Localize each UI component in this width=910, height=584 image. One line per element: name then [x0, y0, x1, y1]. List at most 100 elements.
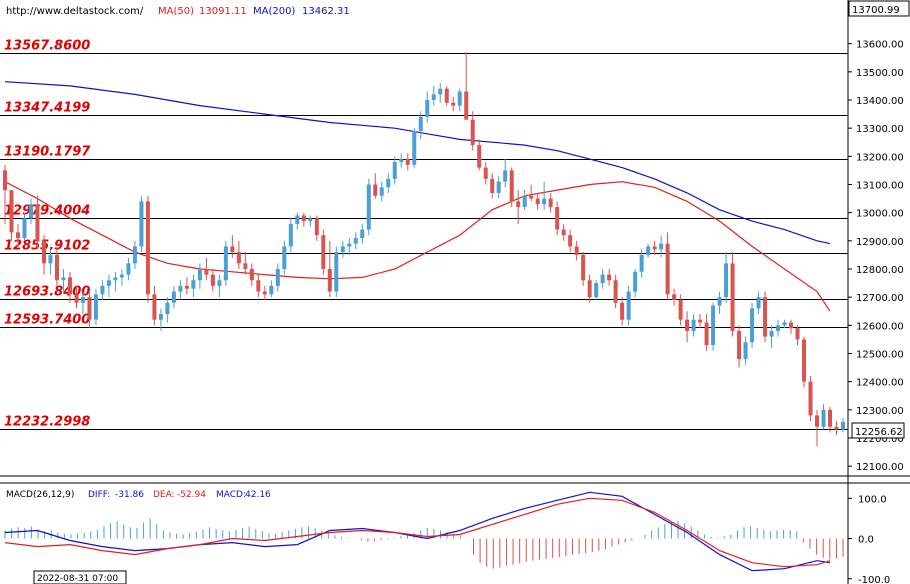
current-price-label: 12256.62: [855, 427, 903, 438]
candle-body: [184, 285, 189, 289]
macd-macd-value: 42.16: [245, 490, 271, 500]
candle-body: [808, 381, 813, 416]
candle-body: [620, 302, 625, 320]
candle-body: [126, 263, 131, 275]
candle-body: [347, 243, 352, 247]
candle-body: [22, 218, 27, 238]
date-box: [33, 570, 127, 584]
candle-body: [444, 88, 449, 103]
candle-body: [360, 229, 365, 238]
candle-body: [503, 170, 508, 182]
candle-body: [152, 294, 157, 320]
candle-body: [561, 229, 566, 236]
macd-tick-label: -100.0: [858, 575, 890, 584]
ma200-line: [4, 81, 831, 245]
candle-body: [145, 201, 150, 295]
candle-body: [119, 274, 124, 278]
price-tick-label: 13000.00: [856, 209, 904, 220]
candle-body: [821, 409, 826, 427]
candle-body: [48, 254, 53, 264]
candle-body: [282, 246, 287, 269]
candle-body: [613, 280, 618, 303]
candle-body: [327, 268, 332, 292]
candle-body: [834, 426, 839, 430]
candle-body: [516, 201, 521, 208]
price-tick-label: 13200.00: [856, 152, 904, 163]
level-label: 13347.4199: [4, 101, 90, 116]
candle-body: [776, 325, 781, 331]
level-label: 12855.9102: [4, 239, 90, 254]
price-tick-label: 12800.00: [856, 265, 904, 276]
candle-body: [496, 181, 501, 193]
candle-body: [815, 415, 820, 427]
price-tick-label: 12500.00: [856, 349, 904, 360]
candle-body: [314, 218, 319, 236]
candle-body: [191, 280, 196, 289]
candle-body: [587, 280, 592, 298]
candle-body: [80, 297, 85, 303]
price-tick-label: 12700.00: [856, 293, 904, 304]
candle-body: [165, 302, 170, 315]
candle-body: [737, 330, 742, 360]
price-tick-label: 13600.00: [856, 40, 904, 51]
candle-body: [483, 167, 488, 179]
price-tick-label: 12200.00: [856, 434, 904, 445]
candle-body: [139, 201, 144, 247]
candle-body: [464, 91, 469, 120]
level-label: 12593.7400: [4, 313, 90, 328]
candle-body: [750, 308, 755, 343]
candle-body: [217, 280, 222, 286]
price-axis: 12100.00 12200.00 12300.00 12400.00 12500.00…: [848, 40, 904, 473]
candle-body: [256, 280, 261, 292]
candle-body: [373, 184, 378, 196]
candle-body: [665, 243, 670, 295]
candle-body: [490, 178, 495, 193]
candle-body: [451, 102, 456, 106]
top-price-box: [848, 0, 910, 17]
candle-body: [204, 268, 209, 275]
current-price-box: [851, 422, 905, 439]
candle-body: [93, 294, 98, 320]
price-tick-label: 12100.00: [856, 462, 904, 473]
price-tick-label: 12600.00: [856, 321, 904, 332]
candle-body: [210, 274, 215, 286]
candle-body: [795, 328, 800, 340]
candle-body: [548, 198, 553, 208]
candle-body: [340, 246, 345, 253]
candle-body: [132, 246, 137, 264]
candle-body: [646, 246, 651, 255]
candle-body: [704, 322, 709, 346]
macd-lines: [4, 491, 831, 572]
macd-histogram: [4, 518, 844, 569]
candle-body: [74, 294, 79, 303]
candle-body: [379, 187, 384, 196]
macd-dea-value: -52.94: [177, 490, 206, 500]
candle-body: [54, 254, 59, 281]
candle-body: [295, 215, 300, 224]
candle-body: [236, 252, 241, 264]
candle-body: [288, 223, 293, 247]
candle-body: [509, 170, 514, 202]
candle-body: [678, 299, 683, 320]
candle-body: [321, 235, 326, 269]
candle-body: [522, 195, 527, 208]
candle-body: [841, 422, 845, 430]
candle-body: [743, 342, 748, 360]
candle-body: [223, 246, 228, 281]
ma50-legend-value: 13091.11: [199, 6, 247, 17]
support-resistance-levels: 13567.8600 13347.4199 13190.1797 12979.4004…: [0, 39, 848, 430]
candle-body: [574, 246, 579, 255]
candle-body: [769, 330, 774, 337]
candle-body: [243, 263, 248, 269]
price-tick-label: 13400.00: [856, 96, 904, 107]
macd-diff-label: DIFF:: [88, 490, 110, 500]
macd-tick-label: 0.0: [858, 535, 874, 546]
candle-body: [28, 204, 33, 219]
date-label: 2022-08-31 07:00: [37, 574, 118, 584]
candle-body: [308, 218, 313, 222]
candle-body: [61, 277, 66, 281]
candle-body: [418, 116, 423, 131]
candle-body: [35, 204, 40, 241]
candle-body: [249, 268, 254, 281]
